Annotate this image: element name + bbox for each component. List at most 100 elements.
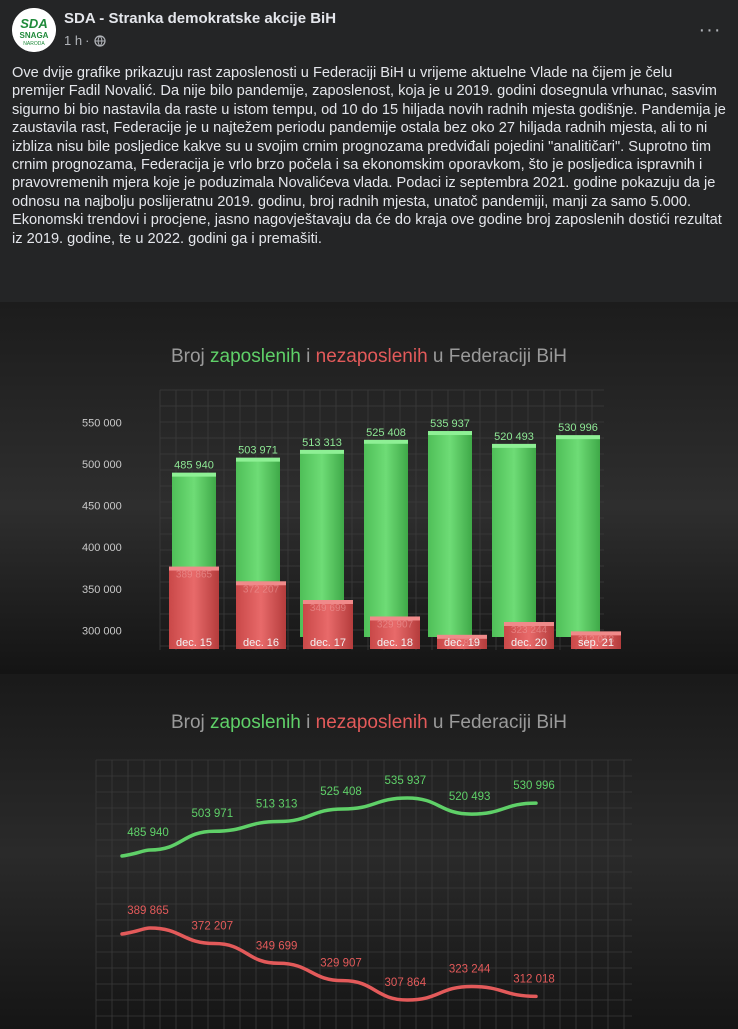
bar-employed-top bbox=[428, 431, 472, 436]
bar-unemployed bbox=[571, 634, 621, 649]
employed-point-label: 513 313 bbox=[256, 799, 298, 811]
line-chart-panel[interactable]: Broj zaposlenih i nezaposlenih u Federac… bbox=[0, 678, 738, 1029]
bar-employed-label: 525 408 bbox=[366, 427, 406, 439]
bar-employed-top bbox=[172, 472, 216, 477]
bar-unemployed-top bbox=[236, 581, 286, 586]
bar-employed bbox=[364, 442, 408, 637]
bar-employed-top bbox=[300, 449, 344, 454]
employed-point-label: 520 493 bbox=[449, 791, 491, 803]
bar-unemployed-label: 389 865 bbox=[176, 570, 213, 581]
bar-unemployed bbox=[236, 584, 286, 649]
unemployed-point-label: 323 244 bbox=[449, 963, 491, 975]
post-time[interactable]: 1 h bbox=[64, 33, 83, 48]
employed-line bbox=[120, 796, 538, 858]
post-meta: 1 h · bbox=[64, 33, 107, 48]
employed-point-label: 530 996 bbox=[513, 780, 555, 792]
bar-unemployed-label: 307 864 bbox=[444, 638, 481, 649]
page-name[interactable]: SDA - Stranka demokratske akcije BiH bbox=[64, 10, 337, 27]
bar-employed bbox=[492, 446, 536, 637]
bar-unemployed-top bbox=[571, 631, 621, 636]
unemployed-point-label: 389 865 bbox=[127, 905, 169, 917]
bar-unemployed-top bbox=[437, 634, 487, 639]
x-tick-label: dec. 17 bbox=[310, 637, 346, 649]
x-tick-label: dec. 15 bbox=[176, 637, 212, 649]
bar-unemployed bbox=[169, 569, 219, 649]
bar-unemployed-label: 372 207 bbox=[243, 584, 280, 595]
bar-unemployed-top bbox=[504, 622, 554, 627]
logo-text: SDA bbox=[20, 16, 47, 31]
chart-separator bbox=[0, 674, 738, 678]
bar-employed-top bbox=[492, 443, 536, 448]
y-tick-label: 500 000 bbox=[82, 459, 122, 471]
title-part-1: Broj bbox=[171, 712, 210, 733]
title-part-2: zaposlenih bbox=[210, 346, 301, 367]
bar-unemployed-top bbox=[303, 600, 353, 605]
x-tick-label: dec. 16 bbox=[243, 637, 279, 649]
bar-unemployed-label: 312 018 bbox=[578, 634, 615, 645]
bar-employed-label: 513 313 bbox=[302, 437, 342, 449]
bar-unemployed bbox=[303, 603, 353, 649]
title-part-2: zaposlenih bbox=[210, 712, 301, 733]
page-avatar[interactable]: SDA SNAGA NARODA bbox=[12, 8, 56, 52]
bar-unemployed bbox=[437, 637, 487, 649]
bar-y-axis: 300 000 350 000 400 000 450 000 500 000 550 0… bbox=[82, 417, 122, 637]
post-header: SDA SNAGA NARODA SDA - Stranka demokrats… bbox=[0, 0, 738, 62]
unemployed-point-label: 307 864 bbox=[385, 977, 427, 989]
x-tick-label: dec. 19 bbox=[444, 637, 480, 649]
y-tick-label: 550 000 bbox=[82, 417, 122, 429]
title-part-5: u Federaciji BiH bbox=[428, 346, 567, 367]
bar-employed bbox=[556, 438, 600, 637]
unemployed-point-label: 349 699 bbox=[256, 940, 298, 952]
bar-employed-label: 530 996 bbox=[558, 422, 598, 434]
y-tick-label: 300 000 bbox=[82, 625, 122, 637]
logo-slogan: SNAGA bbox=[20, 31, 49, 40]
x-tick-label: dec. 20 bbox=[511, 637, 547, 649]
x-tick-label: dec. 18 bbox=[377, 637, 413, 649]
bar-employed-top bbox=[556, 435, 600, 440]
y-tick-label: 350 000 bbox=[82, 584, 122, 596]
unemployed-point-label: 372 207 bbox=[192, 921, 234, 933]
bar-employed bbox=[428, 434, 472, 637]
title-part-1: Broj bbox=[171, 346, 210, 367]
globe-icon bbox=[94, 34, 107, 47]
bar-employed-label: 535 937 bbox=[430, 418, 470, 430]
unemployed-point-label: 329 907 bbox=[320, 958, 362, 970]
bar-series: 485 940 389 865 dec. 15 503 971 372 207 dec. … bbox=[169, 418, 621, 649]
title-part-3: i bbox=[301, 712, 316, 733]
meta-dot: · bbox=[85, 33, 90, 48]
line-chart: Broj zaposlenih i nezaposlenih u Federac… bbox=[0, 678, 738, 1029]
more-options-icon[interactable]: ··· bbox=[698, 18, 722, 41]
title-part-4: nezaposlenih bbox=[316, 346, 428, 367]
logo-slogan-sub: NARODA bbox=[23, 41, 45, 47]
bar-employed-top bbox=[236, 457, 280, 462]
post-text: Ove dvije grafike prikazuju rast zaposle… bbox=[12, 65, 726, 247]
unemployed-line bbox=[120, 926, 538, 1002]
bar-unemployed bbox=[504, 625, 554, 649]
bar-employed-label: 485 940 bbox=[174, 460, 214, 472]
bar-unemployed bbox=[370, 619, 420, 649]
title-part-3: i bbox=[301, 346, 316, 367]
bar-unemployed-top bbox=[370, 616, 420, 621]
bar-unemployed-label: 323 244 bbox=[511, 625, 548, 636]
unemployed-point-label: 312 018 bbox=[513, 973, 555, 985]
line-series: 485 940 503 971 513 313 525 408 535 937 520 4… bbox=[120, 775, 555, 1002]
line-chart-title: Broj zaposlenih i nezaposlenih u Federac… bbox=[171, 712, 567, 733]
title-part-5: u Federaciji BiH bbox=[428, 712, 567, 733]
sda-logo: SDA SNAGA NARODA bbox=[12, 8, 56, 52]
bar-employed-label: 503 971 bbox=[238, 445, 278, 457]
y-tick-label: 400 000 bbox=[82, 542, 122, 554]
bar-employed-top bbox=[364, 439, 408, 444]
bar-unemployed-label: 349 699 bbox=[310, 603, 347, 614]
bar-unemployed-top bbox=[169, 566, 219, 571]
bar-unemployed-label: 329 907 bbox=[377, 619, 414, 630]
employed-point-label: 535 937 bbox=[385, 775, 427, 787]
employed-point-label: 503 971 bbox=[192, 808, 234, 820]
bar-chart-panel[interactable]: Broj zaposlenih i nezaposlenih u Federac… bbox=[0, 302, 738, 674]
bar-chart-title: Broj zaposlenih i nezaposlenih u Federac… bbox=[171, 346, 567, 367]
bar-employed-label: 520 493 bbox=[494, 431, 534, 443]
y-tick-label: 450 000 bbox=[82, 501, 122, 513]
bar-chart: Broj zaposlenih i nezaposlenih u Federac… bbox=[0, 302, 738, 674]
employed-point-label: 525 408 bbox=[320, 786, 362, 798]
title-part-4: nezaposlenih bbox=[316, 712, 428, 733]
x-tick-label: sep. 21 bbox=[578, 637, 614, 649]
